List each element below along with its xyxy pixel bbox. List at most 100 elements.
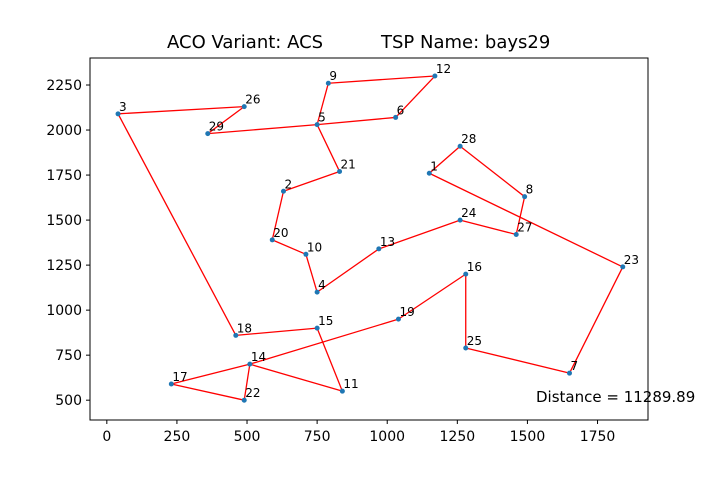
city-label: 6	[397, 103, 405, 117]
x-tick-label: 1250	[440, 429, 476, 445]
x-tick-label: 1750	[580, 429, 616, 445]
tour-edge	[316, 83, 329, 125]
tour-edge	[171, 363, 250, 385]
tour-edge	[459, 219, 517, 236]
tour-edge	[568, 266, 624, 374]
y-tick-label: 2250	[46, 78, 82, 94]
city-label: 20	[273, 226, 288, 240]
distance-annotation: Distance = 11289.89	[536, 388, 695, 406]
tour-edge	[271, 191, 285, 241]
tour-edge	[316, 124, 341, 172]
city-label: 10	[307, 240, 322, 254]
tour-edge	[171, 383, 245, 401]
tour-edge	[317, 116, 396, 126]
city-point	[115, 111, 121, 117]
city-label: 23	[624, 253, 639, 267]
city-label: 24	[461, 206, 476, 220]
city-point	[325, 80, 331, 86]
city-point	[432, 73, 438, 79]
city-point	[457, 143, 463, 149]
x-axis: 0 250 500 750 1000 1250 1500 1750	[102, 420, 615, 445]
city-label: 16	[467, 260, 482, 274]
city-label: 29	[209, 120, 224, 134]
city-point	[463, 271, 469, 277]
tour-edge	[328, 75, 435, 84]
city-point	[314, 325, 320, 331]
tour-edge	[235, 327, 318, 337]
chart-title-tsp-name: TSP Name: bays29	[380, 32, 550, 53]
x-tick-label: 250	[164, 429, 191, 445]
city-point	[241, 397, 247, 403]
y-tick-label: 500	[55, 393, 82, 409]
city-point	[457, 217, 463, 223]
city-points	[115, 73, 626, 403]
tour-edge	[249, 363, 343, 392]
city-label: 28	[461, 132, 476, 146]
x-tick-label: 500	[234, 429, 261, 445]
city-label: 13	[380, 235, 395, 249]
chart-title-variant: ACO Variant: ACS	[167, 32, 323, 53]
city-label: 27	[517, 220, 532, 234]
city-point	[280, 188, 286, 194]
city-point	[337, 168, 343, 174]
city-label: 12	[436, 62, 451, 76]
city-label: 22	[245, 386, 260, 400]
city-label: 15	[318, 314, 333, 328]
city-point	[314, 289, 320, 295]
city-label: 19	[399, 305, 414, 319]
x-tick-label: 0	[102, 429, 111, 445]
city-point	[620, 264, 626, 270]
y-tick-label: 1750	[46, 168, 82, 184]
city-label: 11	[343, 377, 358, 391]
city-label: 3	[119, 100, 127, 114]
city-point	[395, 316, 401, 322]
tour-path	[117, 75, 624, 401]
city-label: 5	[318, 111, 326, 125]
tour-edge	[465, 347, 570, 374]
tour-edge	[117, 113, 237, 336]
city-point	[205, 131, 211, 137]
y-tick-label: 2000	[46, 123, 82, 139]
x-tick-label: 1500	[510, 429, 546, 445]
tour-edge	[272, 239, 307, 255]
tour-edge	[243, 364, 251, 401]
city-point	[168, 381, 174, 387]
tour-edge	[398, 273, 467, 320]
tour-edge	[118, 105, 245, 115]
tour-edge	[515, 196, 526, 235]
city-label: 18	[237, 321, 252, 335]
tour-edge	[316, 248, 380, 293]
city-label: 1	[430, 159, 438, 173]
city-point	[269, 237, 275, 243]
city-label: 26	[245, 93, 260, 107]
city-point	[513, 231, 519, 237]
city-label: 14	[251, 350, 266, 364]
tour-edge	[316, 327, 343, 392]
tour-edge	[207, 123, 318, 135]
city-point	[241, 104, 247, 110]
city-point	[463, 345, 469, 351]
y-tick-label: 1000	[46, 303, 82, 319]
city-point	[522, 194, 528, 200]
tour-edge	[207, 106, 245, 135]
city-point	[303, 251, 309, 257]
city-point	[247, 361, 253, 367]
y-axis: 500 750 1000 1250 1500 1750 2000 2250	[46, 78, 90, 409]
city-labels: 1234567891011121314151617181920212223242…	[119, 62, 639, 400]
city-label: 9	[329, 69, 337, 83]
tour-edge	[378, 219, 461, 250]
tour-edge	[428, 145, 461, 174]
tour-edge	[305, 254, 318, 293]
city-point	[376, 246, 382, 252]
city-label: 7	[570, 359, 578, 373]
city-point	[426, 170, 432, 176]
city-point	[566, 370, 572, 376]
city-label: 21	[341, 157, 356, 171]
x-tick-label: 750	[304, 429, 331, 445]
y-tick-label: 1250	[46, 258, 82, 274]
tour-edge	[395, 75, 436, 118]
city-label: 4	[318, 278, 326, 292]
city-label: 25	[467, 334, 482, 348]
tour-edge	[459, 145, 526, 198]
